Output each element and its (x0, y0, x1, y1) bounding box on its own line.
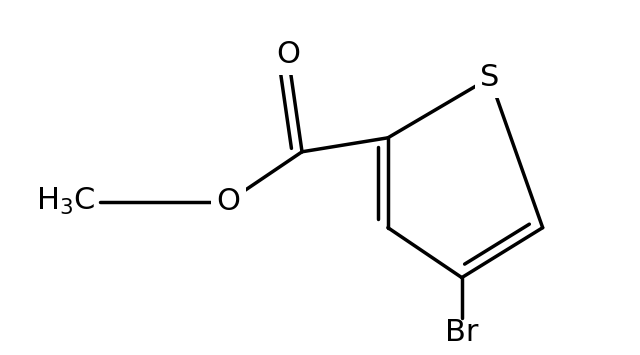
Text: O: O (276, 40, 300, 70)
Text: S: S (480, 64, 499, 92)
Text: O: O (216, 187, 240, 216)
Text: H$_3$C: H$_3$C (36, 186, 95, 217)
Text: Br: Br (445, 317, 479, 346)
